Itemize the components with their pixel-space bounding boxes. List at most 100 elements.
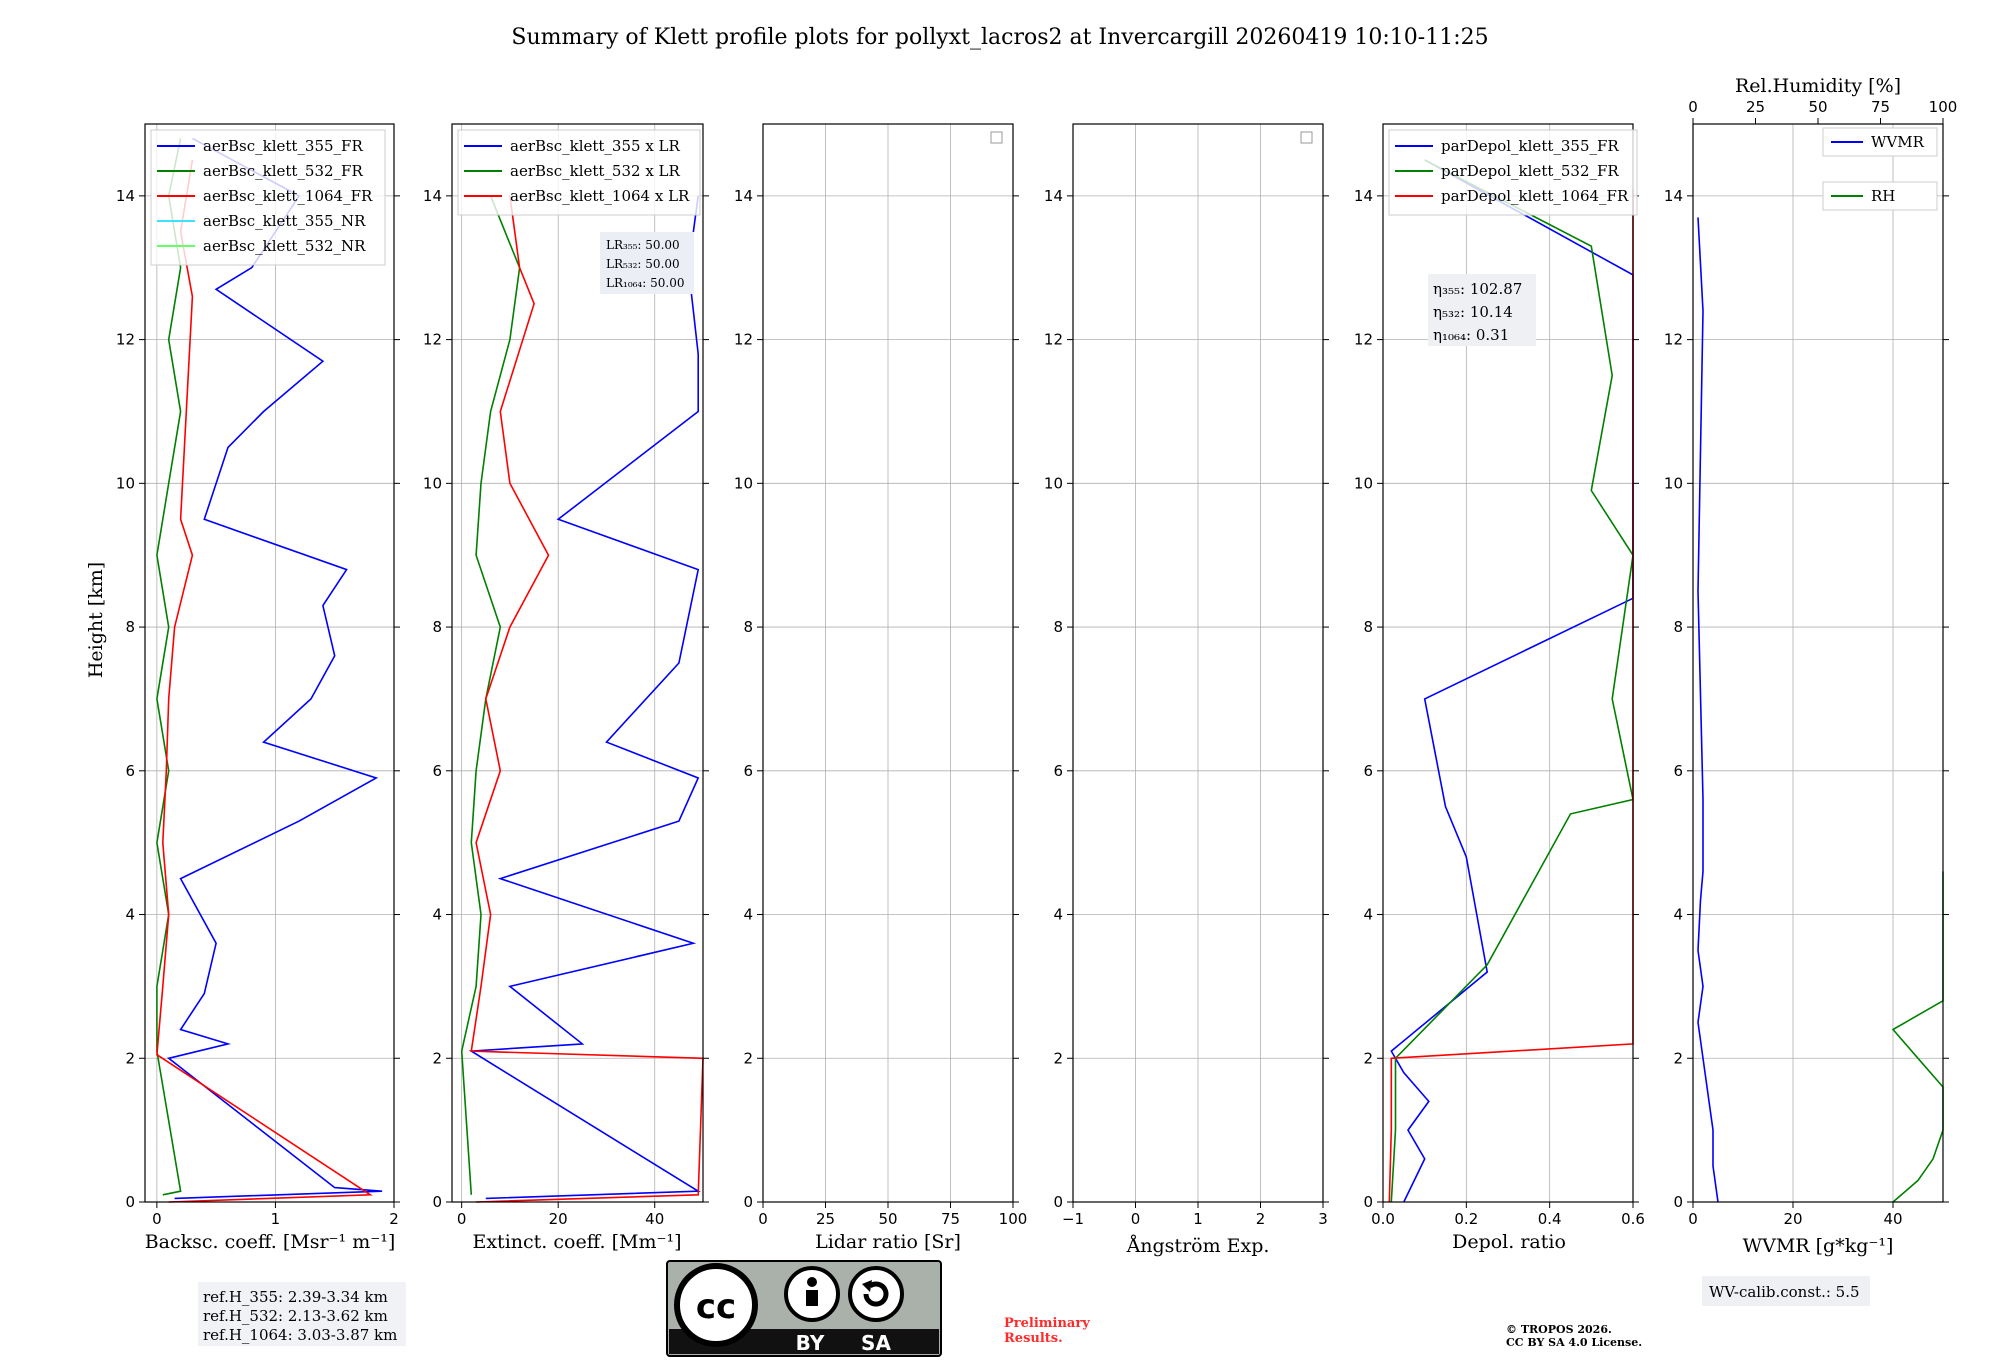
wv-calib-const: WV-calib.const.: 5.5 [1709, 1283, 1860, 1301]
extinction-series-0 [468, 195, 701, 1200]
cc-by-label: BY [796, 1331, 825, 1355]
depol-legend-label: parDepol_klett_1064_FR [1441, 187, 1629, 205]
extinction-legend-label: aerBsc_klett_532 x LR [510, 162, 681, 180]
depol-legend-label: parDepol_klett_532_FR [1441, 162, 1619, 180]
eta-532: η₅₃₂: 10.14 [1433, 303, 1513, 321]
extinction-frame [451, 123, 704, 1203]
lidar_ratio-ytick-label: 2 [743, 1049, 753, 1067]
eta-355: η₃₅₅: 102.87 [1433, 280, 1522, 298]
lidar-ratio-box [600, 232, 694, 294]
rh-top-x-label: Rel.Humidity [%] [1735, 75, 1901, 97]
wvmr_rh-ytick-label: 6 [1673, 762, 1683, 780]
lidar_ratio-ytick-label: 0 [743, 1193, 753, 1211]
wvmr_rh-top-xtick-label: 100 [1929, 98, 1958, 116]
extinction-series-2 [470, 195, 704, 1203]
wvmr_rh-ytick-label: 0 [1673, 1193, 1683, 1211]
cc-logo-icon [674, 1263, 758, 1347]
angstrom-x-label: Ångström Exp. [1126, 1235, 1270, 1257]
backscatter-legend-label: aerBsc_klett_1064_FR [203, 187, 373, 205]
wv-calib-box [1702, 1276, 1870, 1306]
angstrom-xtick-label: 1 [1193, 1210, 1203, 1228]
wvmr_rh-ytick-label: 2 [1673, 1049, 1683, 1067]
depol-xtick-label: 0.2 [1454, 1210, 1478, 1228]
depol-legend-box [1388, 129, 1638, 216]
backscatter-ytick-label: 10 [116, 474, 135, 492]
backscatter-ytick-label: 4 [125, 906, 135, 924]
y-axis-label: Height [km] [85, 562, 107, 678]
wvmr_rh-top-xtick-label: 25 [1746, 98, 1765, 116]
angstrom-xtick-label: 2 [1256, 1210, 1266, 1228]
lidar_ratio-ytick-label: 4 [743, 906, 753, 924]
lidar_ratio-xtick-label: 50 [878, 1210, 897, 1228]
backscatter-ytick-label: 8 [125, 618, 135, 636]
lr-355: LR₃₅₅: 50.00 [606, 238, 680, 252]
depol-xtick-label: 0.4 [1538, 1210, 1562, 1228]
extinction-ytick-label: 6 [432, 762, 442, 780]
backscatter-ytick-label: 2 [125, 1049, 135, 1067]
ref-height-box [198, 1282, 406, 1346]
lidar_ratio-xtick-label: 25 [816, 1210, 835, 1228]
extinction-xtick-label: 40 [645, 1210, 664, 1228]
figure-title: Summary of Klett profile plots for polly… [511, 25, 1488, 50]
extinction-ytick-label: 2 [432, 1049, 442, 1067]
wvmr_rh-ytick-label: 8 [1673, 618, 1683, 636]
wvmr_rh-ytick-label: 10 [1664, 474, 1683, 492]
depol-ytick-label: 10 [1354, 474, 1373, 492]
backscatter-legend-label: aerBsc_klett_355_NR [203, 212, 366, 230]
lidar_ratio-xtick-label: 75 [941, 1210, 960, 1228]
backscatter-legend-label: aerBsc_klett_532_FR [203, 162, 363, 180]
extinction-legend-label: aerBsc_klett_355 x LR [510, 137, 681, 155]
eta-box [1428, 274, 1536, 346]
wvmr_rh-series-1 [1891, 871, 1944, 1203]
wvmr-x-label: WVMR [g*kg⁻¹] [1743, 1235, 1894, 1257]
eta-1064: η₁₀₆₄: 0.31 [1433, 326, 1509, 344]
extinction-series-1 [460, 195, 521, 1195]
extinction-ytick-label: 8 [432, 618, 442, 636]
depol-ytick-label: 8 [1363, 618, 1373, 636]
preliminary-line-1: Preliminary [1004, 1316, 1090, 1331]
extinction-legend-box [457, 129, 701, 216]
share-alike-icon [848, 1266, 904, 1322]
wvmr_rh-frame [1692, 123, 1944, 1203]
backscatter-ytick-label: 14 [116, 187, 135, 205]
depol-xtick-label: 0.0 [1371, 1210, 1395, 1228]
extinction-x-label: Extinct. coeff. [Mm⁻¹] [472, 1231, 681, 1253]
lidar_ratio-ytick-label: 14 [734, 187, 753, 205]
angstrom-ytick-label: 10 [1044, 474, 1063, 492]
lidar_ratio-xtick-label: 0 [758, 1210, 768, 1228]
cc-sa-label: SA [861, 1331, 891, 1355]
depol-ytick-label: 12 [1354, 331, 1373, 349]
extinction-panel: 0 20 40 0 2 4 6 8 10 12 14 aerBsc_klett_355 x LR aer… [423, 123, 709, 1228]
depol-ytick-label: 0 [1363, 1193, 1373, 1211]
backscatter-legend-label: aerBsc_klett_355_FR [203, 137, 363, 155]
legend-label: WVMR [1871, 133, 1925, 151]
cc-by-sa-badge[interactable]: cc BY SA [666, 1260, 942, 1357]
depol-ytick-label: 14 [1354, 187, 1373, 205]
backscatter-series-1 [156, 138, 182, 1196]
angstrom-xtick-label: 3 [1318, 1210, 1328, 1228]
angstrom-ytick-label: 12 [1044, 331, 1063, 349]
wvmr_rh-xtick-label: 40 [1883, 1210, 1902, 1228]
extinction-ytick-label: 4 [432, 906, 442, 924]
copyright-line-1: © TROPOS 2026. [1506, 1323, 1612, 1336]
lr-1064: LR₁₀₆₄: 50.00 [606, 276, 684, 290]
extinction-ytick-label: 10 [423, 474, 442, 492]
legend-label: RH [1871, 187, 1895, 205]
wvmr_rh-ytick-label: 14 [1664, 187, 1683, 205]
extinction-ytick-label: 12 [423, 331, 442, 349]
angstrom-ytick-label: 8 [1053, 618, 1063, 636]
wvmr_rh-top-xtick-label: 0 [1688, 98, 1698, 116]
backscatter-xtick-label: 0 [152, 1210, 162, 1228]
wvmr_rh-ytick-label: 12 [1664, 331, 1683, 349]
cc-logo-text: cc [696, 1287, 736, 1327]
extinction-xtick-label: 20 [549, 1210, 568, 1228]
angstrom-ytick-label: 6 [1053, 762, 1063, 780]
lidar-ratio-panel: 0 25 50 75 100 0 2 4 6 8 10 12 14 [734, 123, 1027, 1228]
extinction-xtick-label: 0 [457, 1210, 467, 1228]
preliminary-line-2: Results. [1004, 1331, 1063, 1346]
wvmr_rh-series-0 [1697, 217, 1719, 1203]
lidar_ratio-ytick-label: 12 [734, 331, 753, 349]
depol-x-label: Depol. ratio [1452, 1231, 1566, 1253]
